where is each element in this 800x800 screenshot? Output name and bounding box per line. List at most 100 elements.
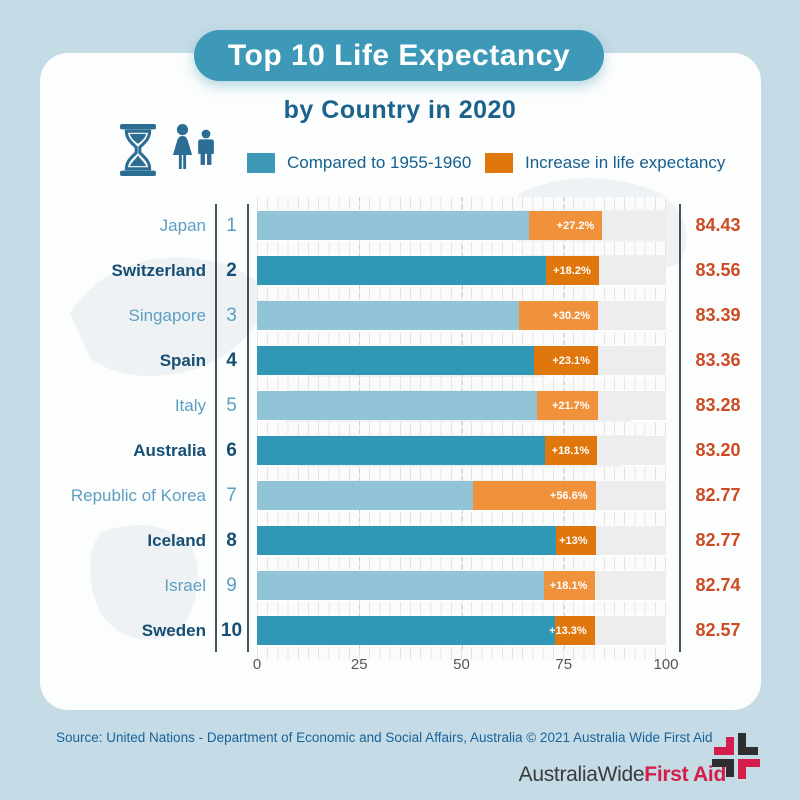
bar-base [257, 436, 545, 465]
bar-base [257, 346, 534, 375]
legend-label-increase: Increase in life expectancy [525, 153, 726, 172]
rank-label: 8 [226, 529, 237, 551]
logo-corner-bottom-left [712, 759, 734, 777]
brand-wordmark: AustraliaWideFirst Aid [420, 763, 727, 787]
bar-track: +21.7% [257, 391, 666, 420]
country-label: Singapore [128, 305, 206, 325]
bar-increase: +27.2% [528, 211, 603, 240]
country-label: Switzerland [111, 260, 206, 280]
bar-track: +18.1% [257, 436, 666, 465]
bar-increase: +56.6% [473, 481, 596, 510]
rank-label: 4 [226, 349, 237, 371]
increase-label: +13.3% [549, 624, 587, 637]
increase-label: +27.2% [556, 219, 595, 232]
axis-tick-label: 25 [350, 656, 368, 673]
rank-label: 7 [226, 484, 237, 506]
title-banner: Top 10 Life Expectancy [194, 30, 604, 81]
bar-base [257, 256, 547, 285]
logo-corner-top-left [714, 737, 734, 755]
axis-tick-label: 75 [555, 656, 573, 673]
man-icon [198, 129, 214, 165]
logo-corner-top-right [738, 733, 758, 755]
country-label: Republic of Korea [70, 485, 206, 505]
value-label: 83.36 [695, 350, 741, 370]
rank-label: 2 [226, 259, 237, 281]
rank-label: 9 [226, 574, 237, 596]
bar-base [257, 481, 474, 510]
bar-increase: +30.2% [518, 301, 599, 330]
bar-track: +13% [257, 526, 666, 555]
page-title: Top 10 Life Expectancy [227, 38, 571, 72]
bar-track: +27.2% [257, 211, 666, 240]
gridline [359, 197, 361, 652]
country-label: Israel [164, 575, 206, 595]
axis-tick-label: 50 [453, 656, 470, 673]
rank-label: 6 [226, 439, 237, 461]
value-label: 82.57 [695, 620, 741, 640]
legend-label-compared: Compared to 1955-1960 [287, 153, 472, 172]
bar-track: +18.1% [257, 571, 666, 600]
increase-label: +18.2% [553, 264, 591, 277]
increase-label: +13% [559, 534, 588, 547]
increase-label: +30.2% [552, 309, 591, 322]
bar-base [257, 211, 529, 240]
page-subtitle: by Country in 2020 [283, 96, 517, 124]
bar-base [257, 616, 556, 645]
country-label: Iceland [147, 530, 206, 550]
gridline [563, 197, 565, 652]
increase-label: +18.1% [551, 444, 590, 457]
increase-label: +23.1% [552, 354, 590, 367]
rank-label: 1 [226, 214, 237, 236]
increase-label: +21.7% [551, 399, 590, 412]
bar-increase: +18.2% [546, 256, 599, 285]
rank-label: 5 [226, 394, 237, 416]
rank-label: 10 [220, 619, 243, 641]
value-label: 83.20 [695, 440, 741, 460]
increase-label: +56.6% [549, 489, 588, 502]
divider-line-axis [247, 204, 249, 652]
bar-track: +23.1% [257, 346, 666, 375]
hourglass-icon [120, 124, 156, 176]
value-label: 83.28 [695, 395, 741, 415]
woman-icon [172, 124, 193, 169]
divider-line-left [215, 204, 217, 652]
bar-increase: +23.1% [533, 346, 598, 375]
country-label: Italy [174, 395, 206, 415]
bar-increase: +13.3% [549, 616, 595, 645]
bar-increase: +18.1% [543, 571, 596, 600]
country-label: Japan [159, 215, 206, 235]
country-label: Spain [159, 350, 206, 370]
gridline [461, 197, 463, 652]
legend-swatch-increase [485, 153, 513, 173]
bar-base [257, 571, 544, 600]
brand-part2: First Aid [644, 763, 726, 786]
bar-base [257, 391, 537, 420]
country-label: Sweden [141, 620, 206, 640]
bar-increase: +18.1% [544, 436, 598, 465]
increase-label: +18.1% [549, 579, 588, 592]
rank-label: 3 [226, 304, 237, 326]
divider-line-right [679, 204, 681, 652]
value-label: 84.43 [695, 215, 741, 235]
value-label: 82.77 [695, 485, 741, 505]
logo-corner-bottom-right [738, 759, 760, 779]
country-label: Australia [133, 440, 206, 460]
source-text: Source: United Nations - Department of E… [56, 730, 713, 745]
value-label: 82.77 [695, 530, 741, 550]
bar-increase: +21.7% [536, 391, 598, 420]
bar-base [257, 301, 519, 330]
first-aid-cross-logo [712, 733, 762, 779]
brand-part1: AustraliaWide [518, 763, 645, 786]
bar-track: +13.3% [257, 616, 666, 645]
axis-tick-label: 0 [252, 656, 262, 673]
legend-swatch-compared [247, 153, 275, 173]
bar-track: +56.6% [257, 481, 666, 510]
axis-tick-label: 100 [653, 656, 679, 673]
value-label: 83.39 [695, 305, 741, 325]
bar-base [257, 526, 557, 555]
bar-track: +18.2% [257, 256, 666, 285]
bar-track: +30.2% [257, 301, 666, 330]
value-label: 83.56 [695, 260, 741, 280]
bar-increase: +13% [556, 526, 596, 555]
